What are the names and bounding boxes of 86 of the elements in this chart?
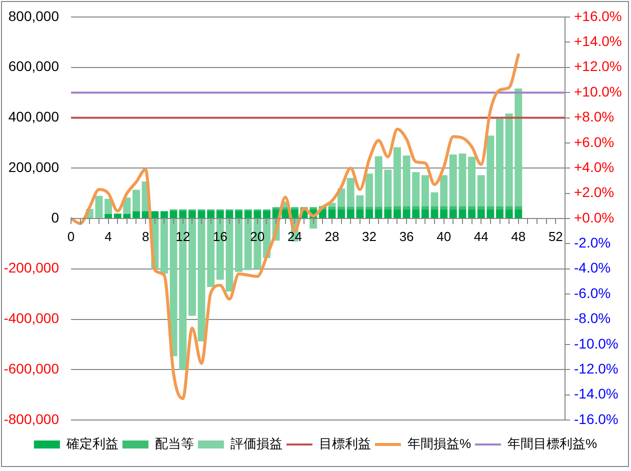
- bar: [132, 211, 140, 218]
- x-tick-label: 32: [362, 228, 376, 244]
- y-tick-label: -200,000: [4, 260, 60, 276]
- y2-tick-label: +14.0%: [574, 33, 622, 50]
- bar: [198, 210, 206, 218]
- y2-tick-label: +12.0%: [574, 58, 622, 74]
- bar: [290, 209, 298, 218]
- bar: [421, 209, 429, 218]
- y2-tick-label: +4.0%: [574, 158, 614, 175]
- bar: [430, 192, 438, 206]
- bar: [468, 206, 476, 210]
- bar: [328, 209, 336, 218]
- bar: [421, 175, 429, 206]
- x-tick-label: 8: [142, 228, 150, 244]
- bar: [328, 206, 336, 210]
- legend-label: 評価損益: [230, 436, 282, 452]
- x-tick-label: 4: [104, 228, 112, 244]
- x-tick-label: 48: [511, 228, 526, 244]
- bar: [366, 206, 373, 210]
- bar: [430, 206, 438, 210]
- y-tick-label: 200,000: [8, 158, 60, 175]
- legend-label: 年間損益%: [407, 436, 472, 452]
- bar: [366, 174, 373, 207]
- y-tick-label: 800,000: [8, 8, 60, 24]
- bar: [151, 211, 159, 218]
- legend-label: 目標利益: [318, 436, 371, 452]
- y2-tick-label: -10.0%: [574, 335, 618, 352]
- bar: [394, 209, 401, 218]
- legend-label: 確定利益: [65, 436, 118, 452]
- bar: [496, 118, 504, 206]
- y2-tick-label: -8.0%: [574, 310, 611, 326]
- x-tick-label: 0: [67, 228, 75, 244]
- bar: [338, 209, 346, 218]
- bar: [207, 219, 215, 288]
- bar: [132, 190, 140, 212]
- y2-tick-label: +6.0%: [574, 134, 614, 150]
- bar: [160, 219, 168, 274]
- bar: [496, 209, 504, 218]
- y-tick-label: -800,000: [4, 410, 60, 427]
- bar: [235, 219, 242, 272]
- x-tick-label: 24: [287, 228, 302, 244]
- y2-tick-label: -12.0%: [574, 360, 618, 376]
- y2-tick-label: -14.0%: [574, 386, 618, 402]
- x-tick-label: 44: [474, 228, 488, 244]
- bar: [430, 209, 438, 218]
- bar: [104, 198, 112, 214]
- bar: [188, 219, 196, 316]
- y2-tick-label: +8.0%: [574, 108, 614, 125]
- y-tick-label: -600,000: [4, 360, 60, 376]
- bar: [338, 206, 346, 210]
- x-tick-label: 28: [324, 228, 340, 244]
- bar: [440, 209, 448, 218]
- bar: [496, 206, 504, 210]
- bar: [263, 210, 270, 218]
- bar: [468, 156, 476, 206]
- y2-tick-label: -2.0%: [574, 234, 611, 251]
- bar: [394, 147, 401, 206]
- y2-tick-label: +2.0%: [574, 184, 614, 200]
- y2-tick-label: +16.0%: [574, 8, 622, 24]
- y-tick-label: 0: [51, 209, 60, 226]
- x-tick-label: 40: [436, 228, 452, 244]
- bar: [366, 209, 373, 218]
- y2-tick-label: +10.0%: [574, 83, 622, 100]
- bar: [207, 210, 215, 218]
- legend-label: 配当等: [154, 436, 194, 452]
- y2-tick-label: -4.0%: [574, 260, 611, 276]
- bar: [104, 214, 112, 218]
- legend-label: 年間目標利益%: [508, 436, 598, 452]
- bar: [394, 206, 401, 210]
- bar: [198, 219, 206, 342]
- bar: [440, 175, 448, 206]
- x-tick-label: 36: [399, 228, 414, 244]
- y2-tick-label: -6.0%: [574, 284, 611, 301]
- bar: [468, 209, 476, 218]
- y-tick-label: 400,000: [8, 108, 60, 125]
- bar: [235, 210, 242, 218]
- bar: [421, 206, 429, 210]
- bar: [188, 210, 196, 218]
- y-tick-label: 600,000: [8, 58, 60, 74]
- bar: [160, 211, 168, 218]
- x-tick-label: 52: [548, 228, 563, 244]
- y-tick-label: -400,000: [4, 310, 60, 326]
- bar: [310, 219, 318, 229]
- y2-tick-label: +0.0%: [574, 209, 614, 226]
- bar: [440, 206, 448, 210]
- y2-tick-label: -16.0%: [574, 410, 618, 427]
